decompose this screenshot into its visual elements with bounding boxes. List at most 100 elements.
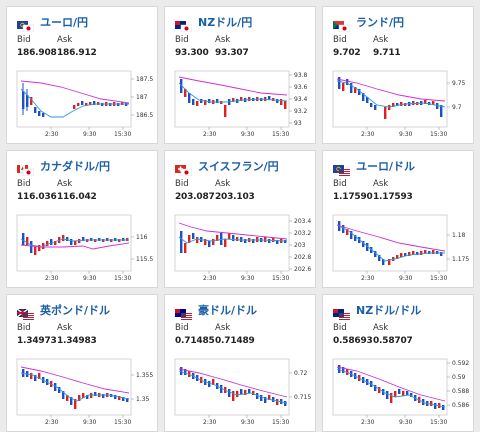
ma-line-short bbox=[20, 88, 129, 118]
price-chart: 1.18 1.175 2:30 9:30 15:30 bbox=[332, 214, 469, 282]
price-chart: 203.4 203.2 203 202.8 202.6 2:30 9:30 15… bbox=[174, 214, 311, 282]
y-tick-label: 1.175 bbox=[452, 256, 469, 263]
y-tick-label: 9.7 bbox=[452, 104, 462, 111]
card-title: 英ポンド/ドル bbox=[16, 303, 111, 320]
rate-card-zar-jpy[interactable]: ランド/円 Bid Ask 9.702 9.711 bbox=[322, 6, 474, 144]
bid-value: 0.71485 bbox=[175, 336, 215, 346]
y-tick-label: 115.5 bbox=[136, 256, 153, 263]
bid-value: 93.300 bbox=[175, 48, 209, 58]
ask-label: Ask bbox=[57, 35, 73, 45]
ask-label: Ask bbox=[57, 323, 73, 333]
x-tick-label: 15:30 bbox=[430, 419, 447, 426]
y-tick-label: 93.8 bbox=[294, 72, 308, 79]
ma-line-long bbox=[336, 366, 446, 402]
card-title: ユーロ/円 bbox=[17, 15, 89, 32]
ma-line-short bbox=[336, 368, 446, 408]
rate-card-nzd-usd[interactable]: NZドル/ドル Bid Ask 0.58693 0.58707 bbox=[322, 294, 474, 432]
pair-name[interactable]: 豪ドル/ドル bbox=[198, 304, 258, 317]
y-tick-label: 203 bbox=[294, 242, 306, 249]
rate-card-eur-jpy[interactable]: ユーロ/円 Bid Ask 186.908 186.912 bbox=[6, 6, 158, 144]
rate-card-cad-jpy[interactable]: カナダドル/円 Bid Ask 116.036 116.042 bbox=[6, 150, 158, 288]
ma-line-short bbox=[178, 82, 288, 103]
eu-us-flag-icon bbox=[333, 161, 350, 176]
y-tick-label: 93.4 bbox=[294, 96, 308, 103]
card-title: スイスフラン/円 bbox=[175, 159, 279, 176]
pair-name[interactable]: NZドル/円 bbox=[198, 16, 253, 29]
y-tick-label: 93 bbox=[294, 120, 302, 127]
ask-label: Ask bbox=[373, 179, 389, 189]
rate-card-gbp-usd[interactable]: 英ポンド/ドル Bid Ask 1.34973 1.34983 bbox=[6, 294, 158, 432]
price-chart: 0.592 0.59 0.588 0.586 2:30 9:30 15:30 bbox=[332, 358, 469, 426]
bid-label: Bid bbox=[333, 179, 347, 189]
pair-name[interactable]: カナダドル/円 bbox=[40, 160, 111, 173]
pair-name[interactable]: NZドル/ドル bbox=[356, 304, 422, 317]
au-us-flag-icon bbox=[175, 305, 192, 320]
ask-label: Ask bbox=[373, 35, 389, 45]
rate-card-eur-usd[interactable]: ユーロ/ドル Bid Ask 1.17590 1.17593 bbox=[322, 150, 474, 288]
bid-label: Bid bbox=[333, 323, 347, 333]
card-title: ユーロ/ドル bbox=[333, 159, 416, 176]
ma-line-long bbox=[336, 224, 446, 252]
ask-label: Ask bbox=[215, 35, 231, 45]
x-tick-label: 9:30 bbox=[399, 419, 413, 426]
pair-name[interactable]: ユーロ/円 bbox=[40, 16, 89, 29]
ca-jp-flag-icon bbox=[16, 161, 35, 176]
x-tick-label: 2:30 bbox=[203, 419, 217, 426]
eu-jp-flag-icon bbox=[17, 17, 35, 32]
y-tick-label: 0.715 bbox=[294, 394, 311, 401]
bid-value: 1.34973 bbox=[17, 336, 57, 346]
rate-grid: ユーロ/円 Bid Ask 186.908 186.912 bbox=[6, 6, 474, 432]
price-chart: 93.8 93.6 93.4 93.2 93 2:30 9:30 15:30 bbox=[174, 70, 308, 138]
y-tick-label: 0.586 bbox=[452, 402, 469, 409]
pair-name[interactable]: ユーロ/ドル bbox=[356, 160, 416, 173]
ma-line-short bbox=[20, 238, 129, 248]
ma-line-long bbox=[178, 222, 288, 240]
y-tick-label: 187.5 bbox=[136, 76, 153, 83]
ma-line-short bbox=[178, 236, 288, 244]
card-title: 豪ドル/ドル bbox=[175, 303, 258, 320]
y-tick-label: 0.588 bbox=[452, 388, 469, 395]
y-tick-label: 186.5 bbox=[136, 112, 153, 119]
rate-card-aud-usd[interactable]: 豪ドル/ドル Bid Ask 0.71485 0.71489 bbox=[164, 294, 316, 432]
x-tick-label: 15:30 bbox=[272, 131, 289, 138]
rate-card-nzd-jpy[interactable]: NZドル/円 Bid Ask 93.300 93.307 bbox=[164, 6, 316, 144]
card-title: ランド/円 bbox=[333, 15, 405, 32]
ma-line-short bbox=[336, 80, 446, 108]
ask-label: Ask bbox=[215, 323, 231, 333]
y-tick-label: 1.35 bbox=[136, 396, 150, 403]
y-tick-label: 116 bbox=[136, 234, 148, 241]
y-tick-label: 1.355 bbox=[136, 372, 153, 379]
y-tick-label: 93.6 bbox=[294, 84, 308, 91]
x-tick-label: 2:30 bbox=[361, 275, 375, 282]
ask-value: 116.042 bbox=[57, 192, 97, 202]
y-tick-label: 0.59 bbox=[452, 374, 466, 381]
rate-card-chf-jpy[interactable]: スイスフラン/円 Bid Ask 203.087 203.103 bbox=[164, 150, 316, 288]
y-tick-label: 0.72 bbox=[294, 370, 308, 377]
y-tick-label: 93.2 bbox=[294, 108, 308, 115]
ma-line-long bbox=[178, 76, 288, 96]
ma-line-long bbox=[336, 78, 446, 102]
gb-us-flag-icon bbox=[16, 305, 34, 320]
x-tick-label: 9:30 bbox=[83, 275, 97, 282]
ask-value: 203.103 bbox=[215, 192, 255, 202]
ma-line-short bbox=[20, 372, 130, 402]
y-tick-label: 0.592 bbox=[452, 360, 469, 367]
price-chart: 187.5 187 186.5 2:30 9:30 15:30 bbox=[16, 70, 153, 138]
pair-name[interactable]: 英ポンド/ドル bbox=[40, 304, 111, 317]
x-tick-label: 2:30 bbox=[203, 131, 217, 138]
pair-name[interactable]: ランド/円 bbox=[356, 16, 405, 29]
x-tick-label: 9:30 bbox=[83, 419, 97, 426]
x-tick-label: 2:30 bbox=[361, 131, 375, 138]
ask-value: 186.912 bbox=[57, 48, 97, 58]
pair-name[interactable]: スイスフラン/円 bbox=[198, 160, 279, 173]
x-tick-label: 2:30 bbox=[45, 275, 59, 282]
ask-value: 0.71489 bbox=[215, 336, 255, 346]
ask-label: Ask bbox=[215, 179, 231, 189]
card-title: NZドル/ドル bbox=[333, 303, 422, 320]
x-tick-label: 2:30 bbox=[45, 419, 59, 426]
x-tick-label: 2:30 bbox=[361, 419, 375, 426]
za-jp-flag-icon bbox=[333, 17, 351, 32]
ma-line-short bbox=[336, 224, 445, 262]
bid-label: Bid bbox=[17, 323, 31, 333]
bid-label: Bid bbox=[333, 35, 347, 45]
